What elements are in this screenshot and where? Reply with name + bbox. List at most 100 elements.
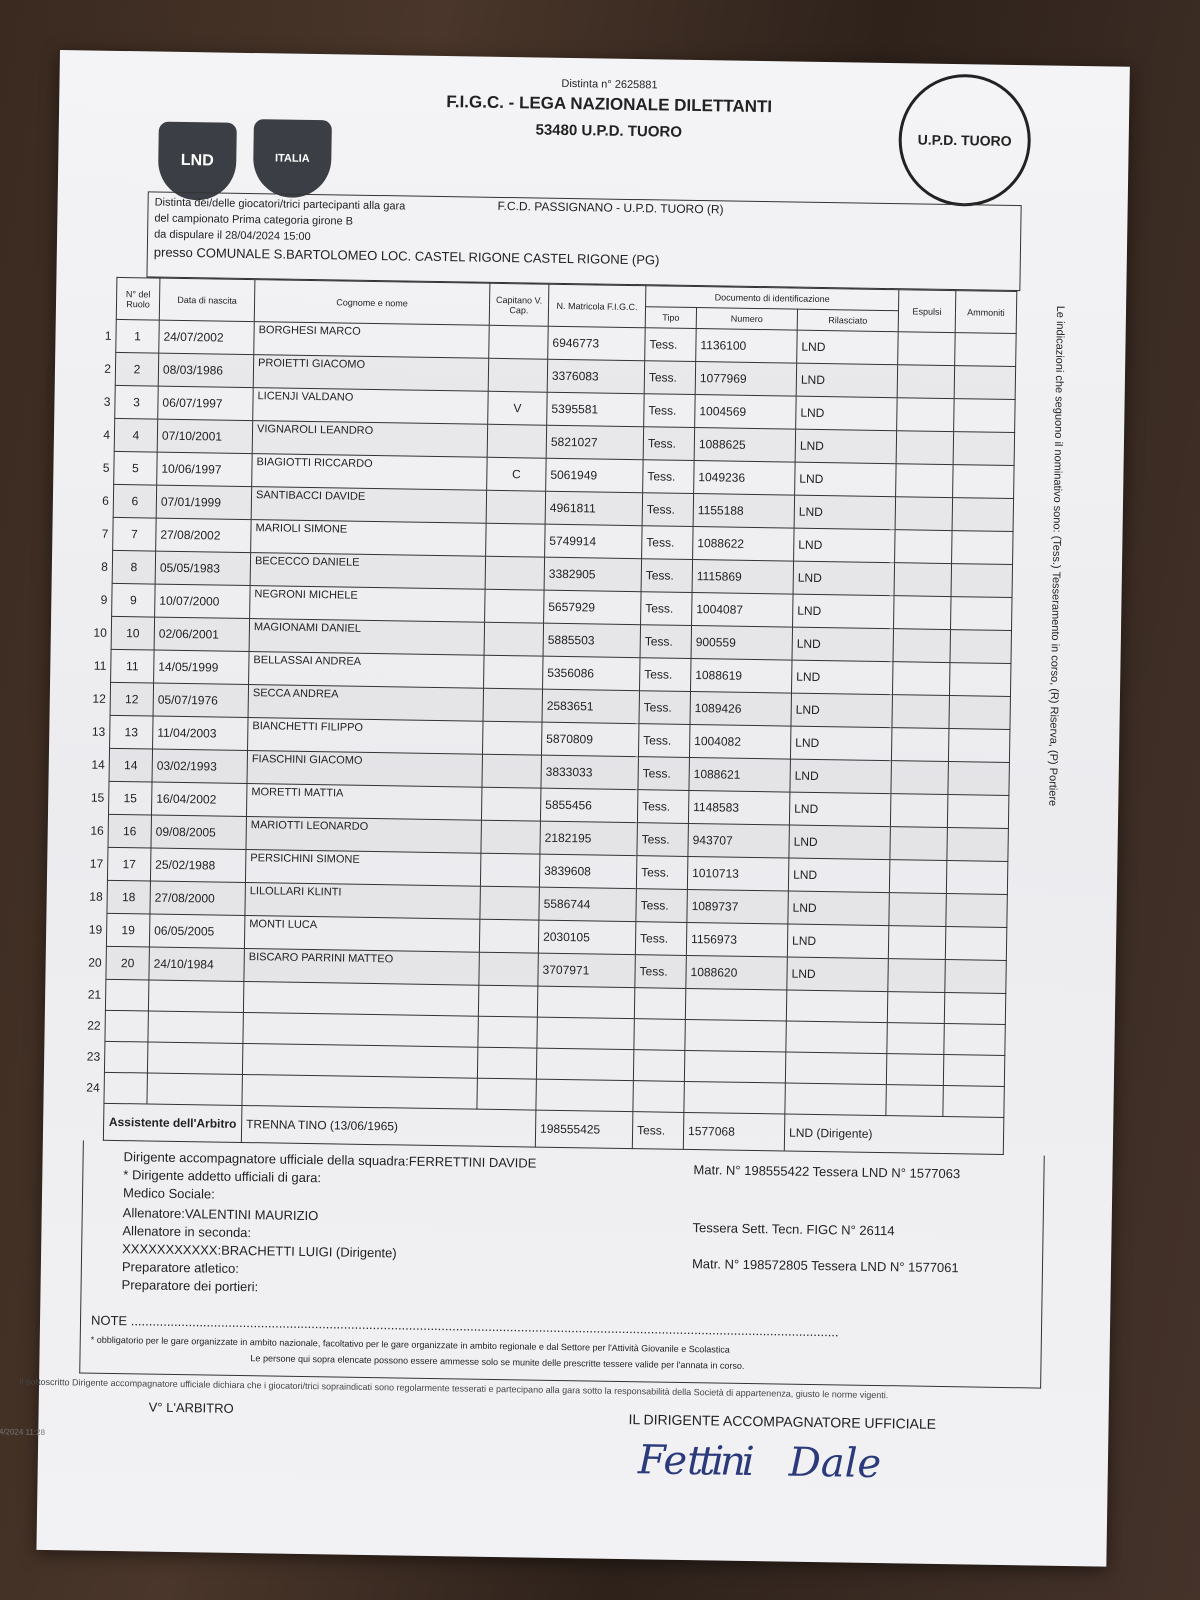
cell-nascita: 10/07/2000 <box>154 584 251 619</box>
cell-capitano <box>485 523 546 558</box>
cell-nascita: 06/07/1997 <box>157 386 254 421</box>
cell-matricola: 3382905 <box>544 557 642 592</box>
cell-espulsi <box>890 760 949 795</box>
row-index: 12 <box>92 691 106 706</box>
cell-capitano <box>478 952 539 987</box>
cell-tipo: Tess. <box>638 723 690 758</box>
empty-cell <box>241 1074 478 1110</box>
cell-nome: LICENJI VALDANO <box>252 387 489 425</box>
row-index: 4 <box>103 427 111 442</box>
empty-cell <box>785 1052 887 1085</box>
cell-rilasciato: LND <box>788 858 890 893</box>
empty-cell <box>477 1016 538 1049</box>
row-index: 23 <box>86 1049 101 1064</box>
cell-ammoniti <box>954 332 1017 367</box>
row-index: 10 <box>93 625 107 640</box>
cell-numero: 1089737 <box>686 889 789 925</box>
referee-label: V° L'ARBITRO <box>148 1399 234 1416</box>
cell-rilasciato: LND <box>794 495 896 530</box>
row-index: 18 <box>89 889 103 904</box>
empty-cell <box>786 990 888 1023</box>
col-espulsi: Espulsi <box>898 289 956 333</box>
cell-matricola: 3707971 <box>537 953 636 988</box>
empty-cell <box>104 1010 149 1043</box>
cell-rilasciato: LND <box>796 363 898 398</box>
cell-tipo: Tess. <box>644 360 696 395</box>
cell-capitano <box>481 787 541 822</box>
cell-ruolo: 17 <box>107 847 151 882</box>
cell-espulsi <box>891 727 949 762</box>
empty-cell <box>536 1048 634 1081</box>
cell-ammoniti <box>950 596 1013 631</box>
row-index: 7 <box>101 526 109 541</box>
document-body: N° del Ruolo Data di nascita Cognome e n… <box>0 276 1096 1534</box>
cell-nome: SECCA ANDREA <box>248 684 484 722</box>
empty-cell <box>886 1053 944 1086</box>
allenatore-seconda: Allenatore in seconda: <box>122 1223 252 1241</box>
empty-cell <box>477 1047 537 1080</box>
medico: Medico Sociale: <box>122 1185 215 1202</box>
cell-tipo: Tess. <box>643 426 695 461</box>
cell-nascita: 16/04/2002 <box>151 782 248 817</box>
cell-numero: 1088619 <box>690 658 793 694</box>
cell-ruolo: 4 <box>114 418 158 453</box>
cell-capitano <box>479 919 539 954</box>
cell-ruolo: 7 <box>112 517 157 552</box>
cell-numero: 1077969 <box>695 361 797 397</box>
cell-numero: 1004569 <box>694 394 797 430</box>
cell-matricola: 6946773 <box>547 326 646 361</box>
cell-matricola: 3376083 <box>547 359 645 394</box>
row-index: 14 <box>91 757 105 772</box>
cell-capitano <box>488 358 548 393</box>
cell-nome: BECECCO DANIELE <box>250 552 486 590</box>
cell-ammoniti <box>951 530 1014 565</box>
cell-espulsi <box>889 826 948 861</box>
empty-cell <box>537 986 635 1019</box>
cell-tipo: Tess. <box>642 492 694 527</box>
cell-tipo: Tess. <box>640 624 692 659</box>
cell-nome: SANTIBACCI DAVIDE <box>251 486 487 524</box>
cell-numero: 1115869 <box>692 559 794 595</box>
cell-nome: MARIOLI SIMONE <box>250 519 487 557</box>
cell-numero: 1148583 <box>688 790 790 826</box>
cell-tipo: Tess. <box>635 888 688 923</box>
col-numero: Numero <box>696 307 798 331</box>
cell-espulsi <box>893 595 952 630</box>
cell-nome: FIASCHINI GIACOMO <box>247 750 483 788</box>
cell-espulsi <box>892 661 950 696</box>
cell-ammoniti <box>952 464 1015 499</box>
empty-cell <box>887 991 945 1024</box>
cell-nascita: 03/02/1993 <box>152 749 248 784</box>
row-index: 21 <box>87 987 102 1002</box>
assistant-rilasciato: LND (Dirigente) <box>784 1114 1004 1155</box>
empty-cell <box>684 1050 786 1084</box>
match-roster-sheet: LND ITALIA Distinta n° 2625881 F.I.G.C. … <box>0 50 1130 1567</box>
row-index: 9 <box>100 592 108 607</box>
cell-tipo: Tess. <box>644 327 697 362</box>
empty-cell <box>536 1017 635 1050</box>
cell-matricola: 5586744 <box>538 887 637 922</box>
empty-cell <box>478 985 538 1018</box>
cell-ruolo: 6 <box>113 484 157 519</box>
cell-matricola: 3839608 <box>539 854 637 889</box>
cell-rilasciato: LND <box>789 759 892 794</box>
cell-rilasciato: LND <box>795 396 898 431</box>
cell-ruolo: 1 <box>115 319 160 354</box>
cell-capitano <box>488 325 549 360</box>
empty-cell <box>784 1083 887 1116</box>
cell-ammoniti <box>949 662 1011 697</box>
cell-rilasciato: LND <box>790 726 892 761</box>
cell-capitano <box>483 655 544 690</box>
cell-ammoniti <box>947 761 1010 796</box>
cell-matricola: 5061949 <box>545 458 644 493</box>
obbligatorio: * obbligatorio per le gare organizzate i… <box>90 1334 730 1355</box>
row-index: 22 <box>87 1018 101 1033</box>
cell-ruolo: 11 <box>110 649 155 684</box>
row-index: 24 <box>86 1080 100 1095</box>
empty-cell <box>785 1021 888 1054</box>
cell-espulsi <box>897 331 956 366</box>
allenatore-tessera: Tessera Sett. Tecn. FIGC N° 26114 <box>692 1220 895 1239</box>
row-index: 15 <box>90 790 105 805</box>
cell-tipo: Tess. <box>634 954 687 989</box>
empty-cell <box>633 1018 686 1051</box>
